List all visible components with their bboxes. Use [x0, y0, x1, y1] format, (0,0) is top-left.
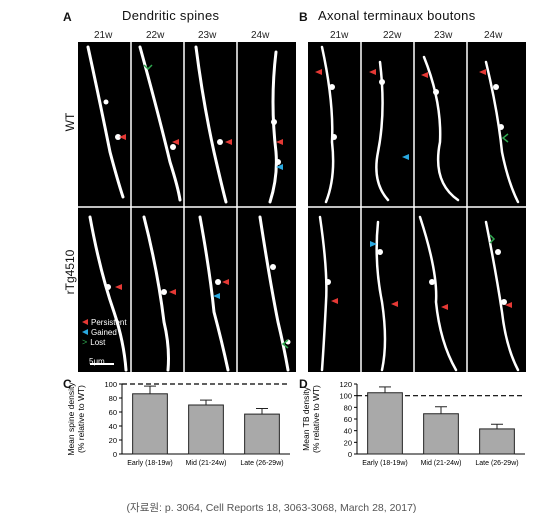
persistent-triangle-icon — [82, 319, 88, 325]
y-tick-label: 20 — [109, 436, 117, 445]
legend-item-persistent: Persistent — [82, 317, 127, 327]
x-tick-label: Late (26-29w) — [475, 460, 518, 467]
timepoint-label-a-1: 22w — [146, 30, 165, 41]
source-caption: (자료원: p. 3064, Cell Reports 18, 3063-306… — [126, 502, 417, 514]
timepoint-label-a-0: 21w — [94, 30, 113, 41]
timepoint-label-a-2: 23w — [198, 30, 217, 41]
y-tick-label: 100 — [104, 380, 117, 389]
legend-item-gained: Gained — [82, 327, 127, 337]
spine-density-chart: Mean spine density (% relative to WT) 0 20 4… — [66, 380, 290, 467]
timepoint-label-b-3: 24w — [484, 30, 503, 41]
tb-density-chart: Mean TB density (% relative to WT) 0 20 40 60… — [301, 380, 525, 467]
lost-arrow — [143, 64, 153, 71]
x-tick-label: Early (18-19w) — [362, 460, 408, 467]
timepoint-label-b-0: 21w — [330, 30, 349, 41]
legend-label: Persistent — [91, 317, 127, 327]
bar — [132, 393, 168, 455]
timepoint-label-a-3: 24w — [251, 30, 270, 41]
timepoint-label-b-1: 22w — [383, 30, 402, 41]
y-tick-label: 60 — [344, 415, 352, 424]
timepoint-label-b-2: 23w — [434, 30, 453, 41]
y-axis-label: Mean TB density — [301, 386, 311, 450]
y-tick-label: 0 — [348, 450, 352, 459]
legend-label: Gained — [91, 327, 117, 337]
y-axis-label: Mean spine density — [66, 382, 76, 456]
axonal-boutons-image-grid — [308, 42, 526, 372]
y-axis-label: (% relative to WT) — [311, 385, 321, 453]
x-tick-label: Early (18-19w) — [127, 460, 173, 467]
panel-letter-d: D — [299, 377, 308, 391]
y-tick-label: 100 — [339, 392, 352, 401]
bar — [188, 404, 224, 455]
y-axis-label: (% relative to WT) — [76, 385, 86, 453]
row-label-wt: WT — [63, 112, 77, 132]
x-tick-label: Late (26-29w) — [240, 460, 283, 467]
row-label-rtg4510: rTg4510 — [63, 249, 77, 295]
y-tick-label: 80 — [344, 403, 352, 412]
gained-arrow — [276, 164, 283, 170]
arrow-legend: Persistent Gained > Lost — [82, 317, 127, 347]
persistent-arrow — [119, 134, 126, 140]
panel-letter-b: B — [299, 10, 308, 24]
lost-chevron-icon: > — [82, 337, 88, 347]
y-tick-label: 120 — [339, 380, 352, 389]
scale-bar-label: 5μm — [89, 357, 105, 366]
panel-a-title: Dendritic spines — [122, 8, 220, 23]
y-tick-label: 20 — [344, 438, 352, 447]
gained-triangle-icon — [82, 329, 88, 335]
bar — [244, 413, 280, 455]
y-tick-label: 0 — [113, 450, 117, 459]
y-tick-label: 60 — [109, 408, 117, 417]
dendrite-branch — [86, 45, 125, 199]
dendritic-spines-image-grid — [78, 42, 296, 372]
y-tick-label: 40 — [344, 427, 352, 436]
bar — [479, 428, 515, 455]
y-tick-label: 40 — [109, 422, 117, 431]
panel-letter-a: A — [63, 10, 72, 24]
x-tick-label: Mid (21-24w) — [421, 460, 462, 467]
panel-letter-c: C — [63, 377, 72, 391]
panel-b-title: Axonal terminaux boutons — [318, 8, 476, 23]
y-tick-label: 80 — [109, 394, 117, 403]
x-tick-label: Mid (21-24w) — [186, 460, 227, 467]
bar — [423, 413, 459, 455]
legend-item-lost: > Lost — [82, 337, 127, 347]
bar — [367, 392, 403, 455]
legend-label: Lost — [90, 337, 106, 347]
